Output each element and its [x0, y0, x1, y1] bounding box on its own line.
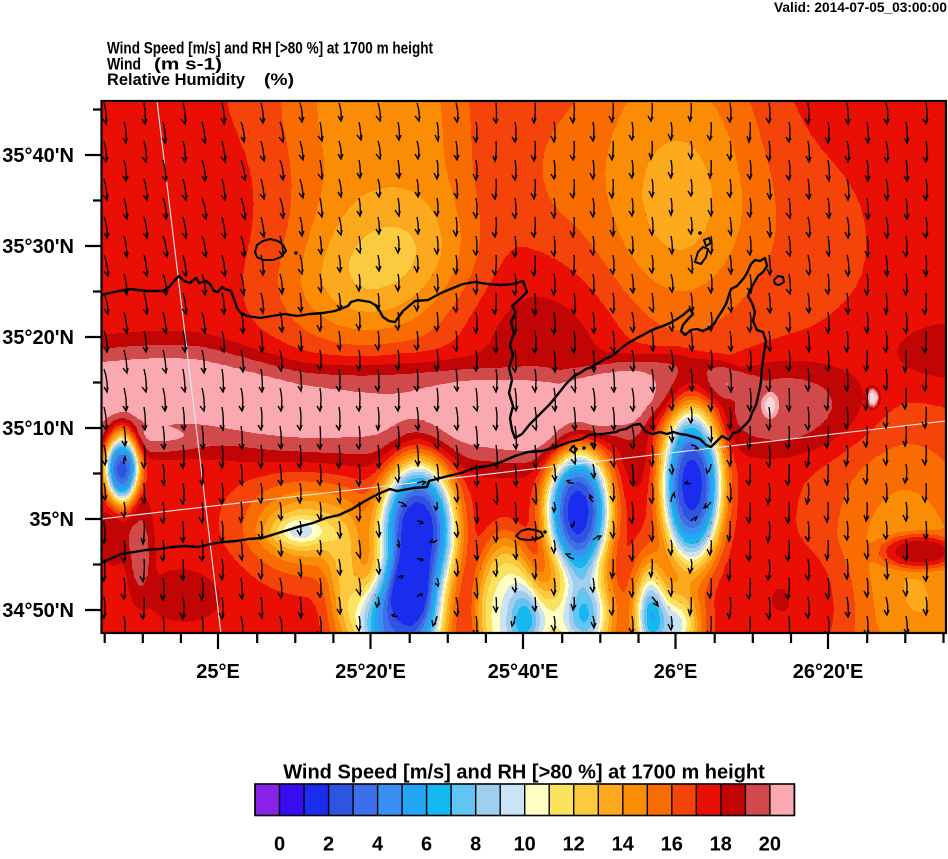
svg-text:25°20'E: 25°20'E [335, 661, 406, 683]
svg-text:(%): (%) [264, 71, 294, 89]
svg-text:35°40'N: 35°40'N [2, 145, 74, 167]
svg-text:4: 4 [372, 834, 384, 855]
svg-text:10: 10 [514, 834, 536, 855]
svg-text:35°10'N: 35°10'N [2, 418, 74, 440]
svg-text:6: 6 [421, 834, 432, 855]
svg-text:14: 14 [612, 834, 635, 855]
svg-text:35°N: 35°N [29, 509, 74, 531]
svg-text:2: 2 [323, 834, 334, 855]
svg-text:18: 18 [710, 834, 732, 855]
svg-text:26°E: 26°E [654, 661, 698, 683]
svg-text:25°E: 25°E [196, 661, 240, 683]
svg-text:25°40'E: 25°40'E [488, 661, 559, 683]
svg-text:26°20'E: 26°20'E [793, 661, 864, 683]
svg-text:34°50'N: 34°50'N [2, 600, 74, 622]
svg-text:Valid: 2014-07-05_03:00:00: Valid: 2014-07-05_03:00:00 [774, 0, 947, 15]
svg-text:Wind: Wind [107, 55, 141, 73]
svg-text:Relative Humidity: Relative Humidity [107, 71, 246, 89]
svg-text:0: 0 [274, 834, 285, 855]
svg-text:8: 8 [470, 834, 481, 855]
svg-text:35°20'N: 35°20'N [2, 327, 74, 349]
svg-text:Wind Speed [m/s] and RH [>80 %: Wind Speed [m/s] and RH [>80 %] at 1700 … [107, 40, 433, 58]
svg-text:16: 16 [661, 834, 683, 855]
svg-text:12: 12 [563, 834, 585, 855]
svg-text:20: 20 [759, 834, 781, 855]
svg-text:35°30'N: 35°30'N [2, 236, 74, 258]
svg-text:(m s-1): (m s-1) [154, 55, 222, 73]
svg-text:Wind Speed [m/s] and RH [>80 %: Wind Speed [m/s] and RH [>80 %] at 1700 … [283, 762, 765, 784]
